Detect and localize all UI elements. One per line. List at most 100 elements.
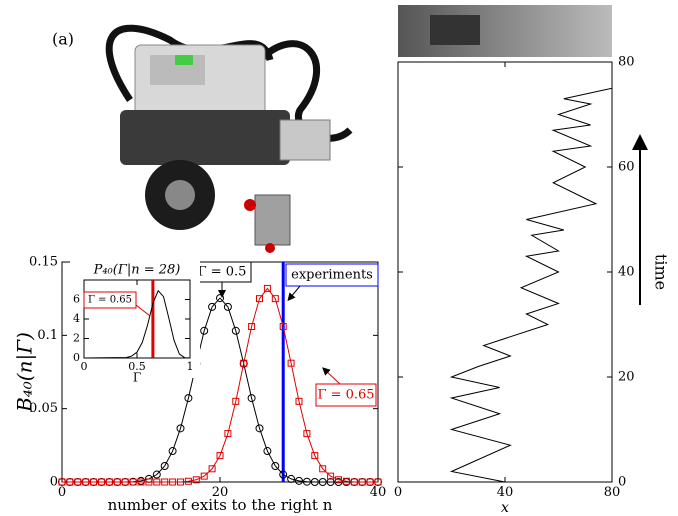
- marker: [310, 478, 319, 486]
- y-tick-label: 80: [618, 55, 635, 70]
- annotation: Γ = 0.65: [88, 295, 132, 306]
- y-tick-label: 20: [618, 370, 635, 385]
- x-axis-label: Γ: [133, 371, 141, 385]
- y-tick-label: 40: [618, 265, 635, 280]
- marker: [152, 470, 161, 479]
- marker: [302, 477, 311, 486]
- marker: [240, 359, 248, 367]
- x-tick-label: 0.5: [128, 360, 146, 373]
- marker: [326, 478, 335, 486]
- marker: [247, 394, 256, 403]
- x-tick-label: 1: [187, 360, 194, 373]
- marker: [287, 474, 296, 483]
- marker: [263, 447, 272, 456]
- marker: [374, 478, 382, 486]
- marker: [342, 477, 350, 485]
- y-axis-label: time: [652, 254, 671, 290]
- marker: [366, 478, 374, 486]
- x-tick-label: 20: [212, 485, 229, 500]
- marker: [271, 462, 280, 471]
- marker: [98, 478, 105, 486]
- marker: [256, 295, 263, 303]
- marker: [232, 397, 240, 405]
- robot-photo: [105, 24, 353, 253]
- y-tick-label: 2: [73, 332, 80, 345]
- marker: [161, 478, 169, 486]
- x-tick-label: 80: [604, 485, 621, 500]
- y-tick-label: 0.1: [37, 328, 58, 343]
- annotation: Γ = 0.65: [317, 388, 374, 403]
- marker: [74, 478, 82, 486]
- series-line: [83, 289, 191, 359]
- marker: [303, 430, 311, 438]
- marker: [231, 326, 240, 335]
- marker: [90, 478, 98, 486]
- marker: [319, 465, 327, 473]
- y-tick-label: 4: [73, 312, 80, 325]
- annotation-arrow: [287, 285, 301, 302]
- y-tick-label: 6: [73, 293, 80, 306]
- marker: [295, 476, 303, 485]
- annotation-box: [315, 383, 377, 407]
- marker: [216, 452, 224, 460]
- marker: [66, 478, 74, 486]
- marker: [350, 478, 358, 486]
- x-axis-label: number of exits to the right n: [108, 496, 333, 514]
- annotation: experiments: [291, 268, 373, 283]
- y-tick-label: 0: [73, 351, 80, 364]
- y-axis-label: B₄₀(n|Γ): [13, 332, 38, 413]
- x-tick-label: 0: [394, 485, 402, 500]
- marker: [255, 424, 264, 433]
- marker: [327, 472, 335, 480]
- marker: [121, 478, 129, 486]
- inset-title: P₄₀(Γ|n = 28): [93, 263, 181, 278]
- marker: [279, 470, 288, 479]
- annotation-box: [285, 263, 379, 287]
- marker: [184, 394, 193, 403]
- y-tick-label: 0: [618, 475, 626, 490]
- marker: [129, 478, 137, 486]
- marker: [224, 430, 232, 438]
- plot-frame: [397, 61, 613, 483]
- marker: [279, 323, 287, 331]
- series-line: [449, 87, 613, 483]
- x-tick-label: 0: [81, 360, 88, 373]
- marker: [145, 478, 153, 486]
- y-tick-label: 0.15: [29, 255, 58, 270]
- marker: [200, 472, 208, 480]
- marker: [311, 452, 319, 460]
- marker: [358, 478, 366, 486]
- marker: [223, 302, 232, 311]
- x-tick-label: 0: [58, 485, 66, 500]
- marker: [200, 326, 209, 335]
- marker: [335, 476, 342, 484]
- marker: [318, 478, 327, 486]
- panel-label: (a): [52, 30, 74, 49]
- marker: [113, 478, 121, 486]
- annotation-arrow: [135, 304, 151, 317]
- x-tick-label: 40: [497, 485, 514, 500]
- x-tick-label: 40: [370, 485, 387, 500]
- marker: [184, 477, 192, 485]
- y-tick-label: 0.05: [29, 401, 58, 416]
- x-axis-label: x: [501, 500, 509, 516]
- y-tick-label: 0: [50, 475, 58, 490]
- y-tick-label: 60: [618, 160, 635, 175]
- marker: [169, 478, 177, 486]
- marker: [248, 323, 256, 331]
- marker: [160, 462, 169, 471]
- marker: [176, 424, 185, 433]
- annotation-box: [83, 291, 137, 309]
- marker: [208, 302, 217, 311]
- marker: [153, 478, 161, 486]
- marker: [263, 284, 271, 292]
- marker: [82, 478, 90, 486]
- annotation: Γ = 0.5: [198, 265, 247, 280]
- marker: [287, 359, 295, 367]
- annotation-arrow: [322, 367, 341, 385]
- marker: [58, 478, 66, 486]
- marker: [137, 478, 145, 486]
- marker: [295, 397, 303, 405]
- marker: [105, 478, 113, 486]
